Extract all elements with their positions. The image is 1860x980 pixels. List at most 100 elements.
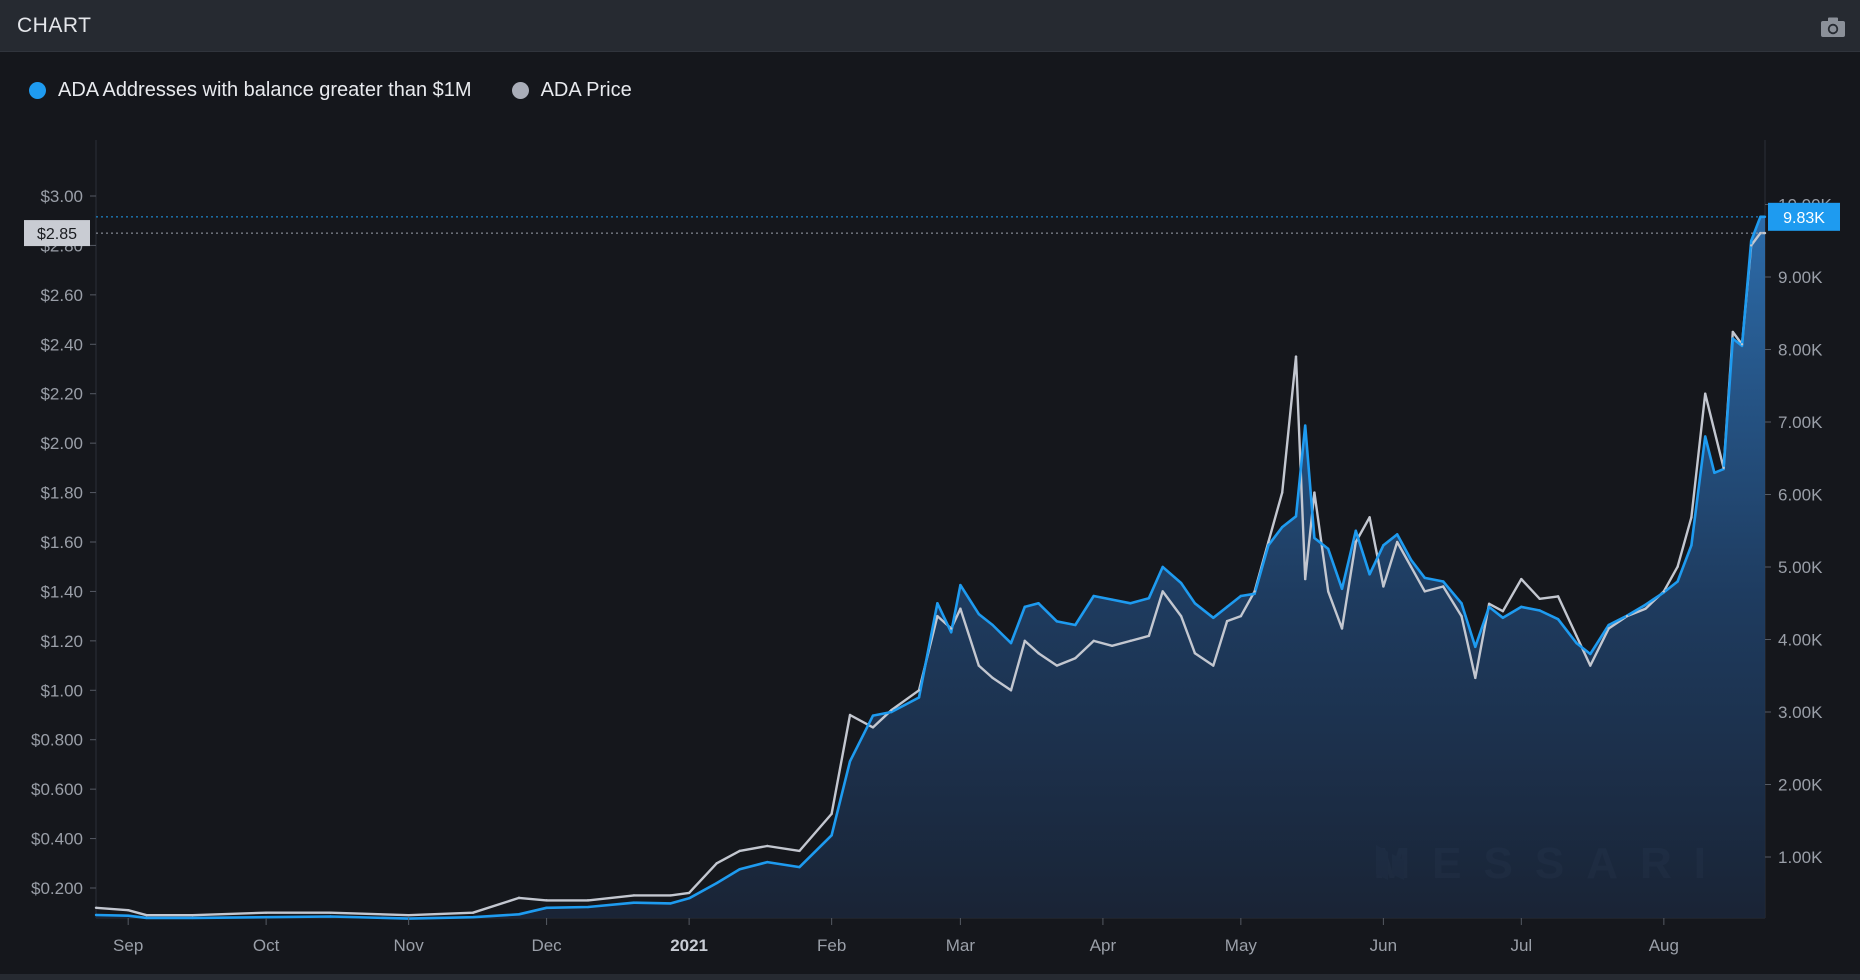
price-point: [1037, 652, 1040, 655]
addresses-point: [848, 760, 852, 763]
price-point: [1074, 656, 1077, 660]
addresses-point: [1589, 652, 1592, 656]
legend-dot-price: [511, 81, 529, 99]
price-point: [1147, 634, 1151, 638]
legend-label-addresses: ADA Addresses with balance greater than …: [58, 78, 472, 101]
price-point: [145, 913, 148, 917]
legend-item-price[interactable]: ADA Price: [511, 79, 632, 102]
addresses-point: [1327, 547, 1330, 551]
addresses-point: [1382, 544, 1385, 547]
price-point: [949, 627, 953, 630]
addresses-point: [1161, 565, 1164, 569]
price-point: [191, 913, 194, 917]
price-point: [1441, 585, 1445, 588]
price-point: [1340, 627, 1344, 630]
addresses-point: [1267, 544, 1270, 547]
right-tick-label: 1.00K: [1778, 848, 1823, 867]
addresses-point: [936, 602, 939, 605]
chart-title: CHART: [17, 14, 92, 37]
addresses-point: [1690, 544, 1693, 547]
left-tick-label: $1.00: [40, 681, 83, 700]
price-point: [715, 862, 718, 865]
left-tick-label: $2.40: [40, 335, 83, 354]
addresses-point: [264, 915, 268, 919]
addresses-point: [1110, 598, 1114, 601]
price-point: [1713, 429, 1716, 432]
chart-plot[interactable]: MESSARI $0.200$0.400$0.600$0.800$1.00$1.…: [0, 120, 1860, 970]
x-tick-label: Jun: [1370, 936, 1397, 955]
price-point: [1368, 516, 1371, 519]
right-tick-label: 2.00K: [1778, 776, 1823, 795]
cursor-layer: $2.85 9.83K: [24, 202, 1840, 247]
price-point: [1460, 614, 1463, 618]
left-tick-label: $2.20: [40, 385, 83, 404]
price-point: [1763, 231, 1767, 235]
cursor-price-label: $2.85: [37, 226, 77, 243]
addresses-point: [632, 901, 636, 904]
addresses-point: [1368, 573, 1371, 576]
x-tick-label: Nov: [394, 936, 425, 955]
addresses-point: [545, 906, 548, 909]
price-point: [991, 676, 994, 680]
left-tick-label: $0.400: [31, 830, 83, 849]
price-point: [1225, 619, 1229, 623]
price-point: [766, 844, 769, 848]
price-point: [517, 896, 521, 900]
chart-header: CHART: [0, 0, 1860, 52]
price-point: [890, 708, 893, 712]
addresses-point: [471, 915, 475, 919]
price-point: [977, 664, 980, 667]
addresses-point: [94, 913, 98, 917]
addresses-point: [890, 710, 893, 714]
addresses-point: [1575, 641, 1578, 645]
addresses-point: [715, 881, 718, 885]
legend-item-addresses[interactable]: ADA Addresses with balance greater than …: [29, 79, 472, 102]
addresses-point: [1750, 239, 1753, 242]
addresses-point: [1704, 435, 1707, 438]
price-point: [1239, 614, 1243, 618]
price-point: [407, 913, 410, 917]
addresses-point: [1460, 602, 1463, 605]
addresses-point: [329, 915, 332, 918]
price-point: [1722, 466, 1725, 470]
price-point: [1759, 231, 1762, 235]
price-point: [1538, 597, 1541, 601]
cursor-count-label: 9.83K: [1783, 210, 1825, 227]
price-point: [1023, 639, 1026, 643]
price-point: [1556, 595, 1560, 598]
addresses-point: [1538, 609, 1541, 612]
right-tick-label: 5.00K: [1778, 558, 1823, 577]
addresses-point: [1193, 602, 1197, 605]
price-point: [1750, 244, 1753, 247]
price-point: [1409, 565, 1413, 568]
x-tick-label: Feb: [817, 936, 846, 955]
price-point: [936, 614, 939, 618]
x-tick-label: May: [1225, 936, 1258, 955]
price-point: [871, 726, 875, 729]
addresses-point: [1253, 592, 1256, 596]
x-tick-label: Oct: [253, 936, 280, 955]
addresses-point: [1395, 533, 1399, 536]
price-point: [264, 911, 268, 914]
price-point: [1327, 590, 1330, 593]
price-point: [1193, 652, 1197, 655]
addresses-point: [917, 696, 921, 699]
right-tick-label: 3.00K: [1778, 703, 1823, 722]
series-layer: [94, 215, 1767, 920]
cursor-count-badge: [1768, 202, 1840, 231]
price-point: [126, 909, 130, 912]
addresses-point: [1441, 580, 1445, 583]
price-point: [1161, 590, 1164, 593]
camera-icon[interactable]: [1820, 16, 1846, 38]
price-point: [1644, 607, 1647, 610]
addresses-point: [1759, 215, 1762, 219]
addresses-point: [1409, 558, 1413, 561]
axis-layer: $0.200 $0.400 $0.600 $0.800 $1.00 $1.20 $1.40 $…: [31, 187, 1833, 955]
addresses-point: [586, 905, 590, 909]
price-point: [1313, 491, 1316, 494]
addresses-point: [1037, 602, 1040, 605]
addresses-point: [1304, 424, 1307, 427]
price-point: [687, 891, 691, 895]
addresses-point: [991, 623, 994, 627]
addresses-point: [798, 865, 801, 869]
